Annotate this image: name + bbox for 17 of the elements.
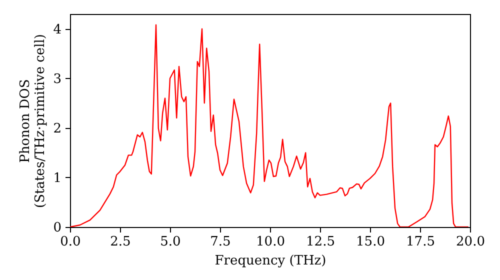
y-tick-label: 4 bbox=[53, 22, 62, 38]
y-tick-label: 3 bbox=[53, 72, 62, 87]
y-tick-label: 2 bbox=[53, 121, 62, 136]
y-axis-title: Phonon DOS (States/THz·primitive cell) bbox=[18, 34, 48, 208]
x-tick-label: 5.0 bbox=[160, 234, 181, 250]
x-tick-label: 15.0 bbox=[356, 234, 385, 250]
x-tick-label: 17.5 bbox=[406, 234, 435, 250]
x-tick-label: 10.0 bbox=[256, 234, 285, 250]
x-tick-label: 7.5 bbox=[210, 234, 231, 250]
x-axis-title: Frequency (THz) bbox=[214, 254, 326, 268]
line-series bbox=[70, 24, 469, 227]
x-tick-label: 2.5 bbox=[110, 234, 131, 250]
y-tick-label: 0 bbox=[53, 220, 62, 236]
y-tick-label: 1 bbox=[53, 170, 62, 186]
x-tick-label: 0.0 bbox=[60, 234, 81, 250]
x-tick-label: 20.0 bbox=[456, 234, 485, 250]
x-tick-label: 12.5 bbox=[306, 234, 335, 250]
